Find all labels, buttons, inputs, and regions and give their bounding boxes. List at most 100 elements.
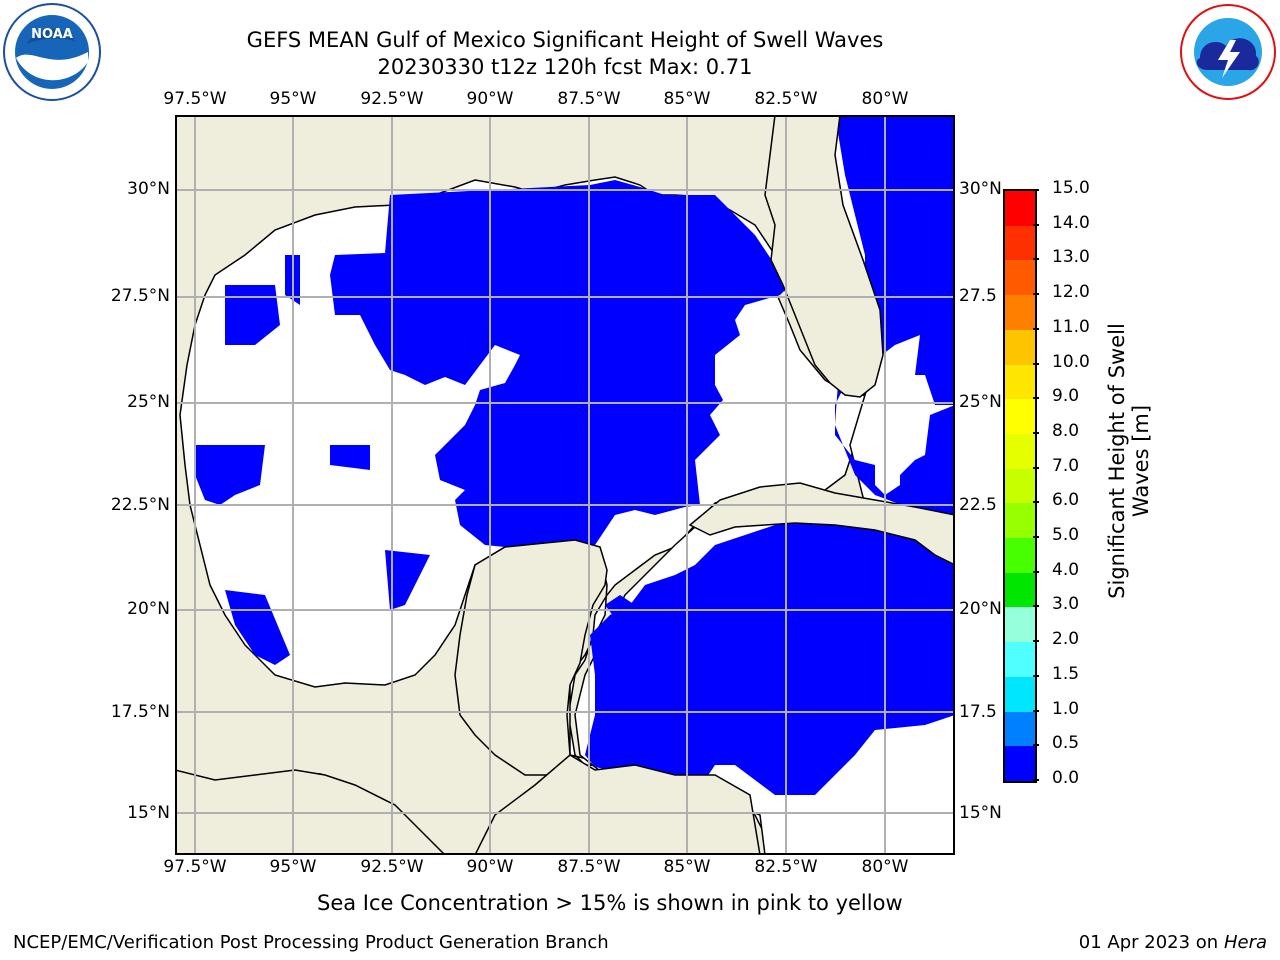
colorbar-tick	[1033, 779, 1039, 781]
noaa-logo-text: NOAA	[31, 27, 73, 42]
colorbar-label: 1.5	[1052, 663, 1080, 684]
cuba-land	[688, 482, 955, 566]
lon-tick-top: 87.5°W	[557, 89, 621, 109]
lon-tick-bottom: 90°W	[466, 857, 514, 877]
colorbar-segment	[1005, 503, 1035, 539]
lat-tick-left: 15°N	[127, 803, 170, 823]
lon-tick-top: 97.5°W	[163, 89, 227, 109]
colorbar-label: 9.0	[1052, 386, 1080, 407]
florida-land	[764, 115, 884, 398]
honduras-land	[474, 754, 761, 855]
colorbar-label: 1.0	[1052, 698, 1080, 719]
noaa-logo: NOAA	[2, 2, 102, 102]
chart-subtitle: 20230330 t12z 120h fcst Max: 0.71	[377, 55, 753, 79]
colorbar-tick	[1033, 362, 1039, 365]
colorbar-segment	[1005, 399, 1035, 435]
colorbar-segment	[1005, 295, 1035, 331]
lon-tick-top: 85°W	[663, 89, 711, 109]
lat-tick-right: 17.5	[959, 702, 997, 722]
colorbar-segment	[1005, 676, 1035, 713]
lat-tick-left: 30°N	[127, 179, 170, 199]
colorbar-tick	[1033, 744, 1039, 747]
colorbar-label: 4.0	[1052, 559, 1080, 580]
colorbar-tick	[1033, 258, 1039, 261]
nws-logo	[1178, 2, 1278, 102]
colorbar-segment	[1005, 572, 1035, 608]
colorbar-segment	[1005, 607, 1035, 643]
colorbar-label: 0.5	[1052, 733, 1080, 754]
lat-tick-right: 15°N	[959, 803, 1002, 823]
lat-tick-left: 27.5°N	[110, 286, 170, 306]
colorbar-segment	[1005, 260, 1035, 296]
colorbar-segment	[1005, 225, 1035, 261]
lon-tick-bottom: 97.5°W	[163, 857, 227, 877]
colorbar-tick	[1033, 327, 1039, 330]
lon-tick-top: 95°W	[269, 89, 317, 109]
lat-tick-right: 22.5	[959, 495, 997, 515]
colorbar-label: 2.0	[1052, 629, 1080, 650]
colorbar-label: 3.0	[1052, 594, 1080, 615]
colorbar-label: 12.0	[1052, 282, 1090, 303]
colorbar-label: 11.0	[1052, 316, 1090, 337]
colorbar-tick	[1033, 570, 1039, 573]
map-panel	[175, 115, 955, 855]
colorbar-tick	[1033, 536, 1039, 539]
colorbar-segment	[1005, 642, 1035, 678]
colorbar-tick	[1033, 397, 1039, 400]
colorbar-segment	[1005, 746, 1035, 782]
colorbar-tick	[1033, 640, 1039, 643]
colorbar-tick	[1033, 709, 1039, 712]
colorbar-tick	[1033, 431, 1039, 434]
colorbar-segment	[1005, 364, 1035, 400]
lon-tick-top: 92.5°W	[360, 89, 424, 109]
colorbar-tick	[1033, 466, 1039, 469]
yucatan-land	[454, 539, 608, 776]
colorbar-segment	[1005, 433, 1035, 470]
lat-tick-right: 25°N	[959, 392, 1002, 412]
colorbar-label: 14.0	[1052, 212, 1090, 233]
footer-host: Hera	[1223, 932, 1267, 953]
colorbar-segment	[1005, 711, 1035, 747]
colorbar-label: 0.0	[1052, 768, 1080, 788]
colorbar	[1003, 189, 1037, 783]
lat-tick-left: 25°N	[127, 392, 170, 412]
lon-tick-top: 82.5°W	[754, 89, 818, 109]
grid-lines	[175, 115, 955, 855]
lon-tick-bottom: 80°W	[861, 857, 909, 877]
lat-tick-right: 27.5	[959, 286, 997, 306]
colorbar-tick	[1033, 189, 1039, 191]
lon-tick-bottom: 87.5°W	[557, 857, 621, 877]
colorbar-label: 13.0	[1052, 247, 1090, 268]
footer-date: 01 Apr 2023 on	[1078, 932, 1224, 953]
footer-left: NCEP/EMC/Verification Post Processing Pr…	[13, 932, 609, 953]
colorbar-segment	[1005, 468, 1035, 504]
colorbar-title: Significant Height of Swell Waves [m]	[1105, 323, 1153, 599]
colorbar-labels: 15.0 14.0 13.0 12.0 11.0 10.0 9.0 8.0 7.0 6.0 5.0 4…	[1033, 178, 1120, 788]
map-frame	[175, 115, 955, 855]
lon-tick-bottom: 85°W	[663, 857, 711, 877]
lon-tick-top: 80°W	[861, 89, 909, 109]
lon-tick-bottom: 92.5°W	[360, 857, 424, 877]
colorbar-label: 7.0	[1052, 455, 1080, 476]
lon-tick-top: 90°W	[466, 89, 514, 109]
lon-tick-bottom: 95°W	[269, 857, 317, 877]
colorbar-segment	[1005, 329, 1035, 366]
footer-right: 01 Apr 2023 on Hera	[1079, 932, 1267, 953]
colorbar-tick	[1033, 605, 1039, 608]
colorbar-tick	[1033, 501, 1039, 504]
colorbar-label: 6.0	[1052, 490, 1080, 511]
colorbar-tick	[1033, 674, 1039, 677]
lat-tick-left: 20°N	[127, 599, 170, 619]
colorbar-label: 5.0	[1052, 525, 1080, 546]
lat-tick-left: 22.5°N	[110, 495, 170, 515]
lat-tick-right: 30°N	[959, 179, 1002, 199]
lat-tick-right: 20°N	[959, 599, 1002, 619]
sea-ice-note: Sea Ice Concentration > 15% is shown in …	[317, 891, 903, 915]
colorbar-label: 10.0	[1052, 351, 1090, 372]
colorbar-label: 8.0	[1052, 420, 1080, 441]
colorbar-segment	[1005, 191, 1035, 227]
colorbar-tick	[1033, 223, 1039, 226]
colorbar-tick	[1033, 293, 1039, 296]
colorbar-segment	[1005, 538, 1035, 574]
lat-tick-left: 17.5°N	[110, 702, 170, 722]
